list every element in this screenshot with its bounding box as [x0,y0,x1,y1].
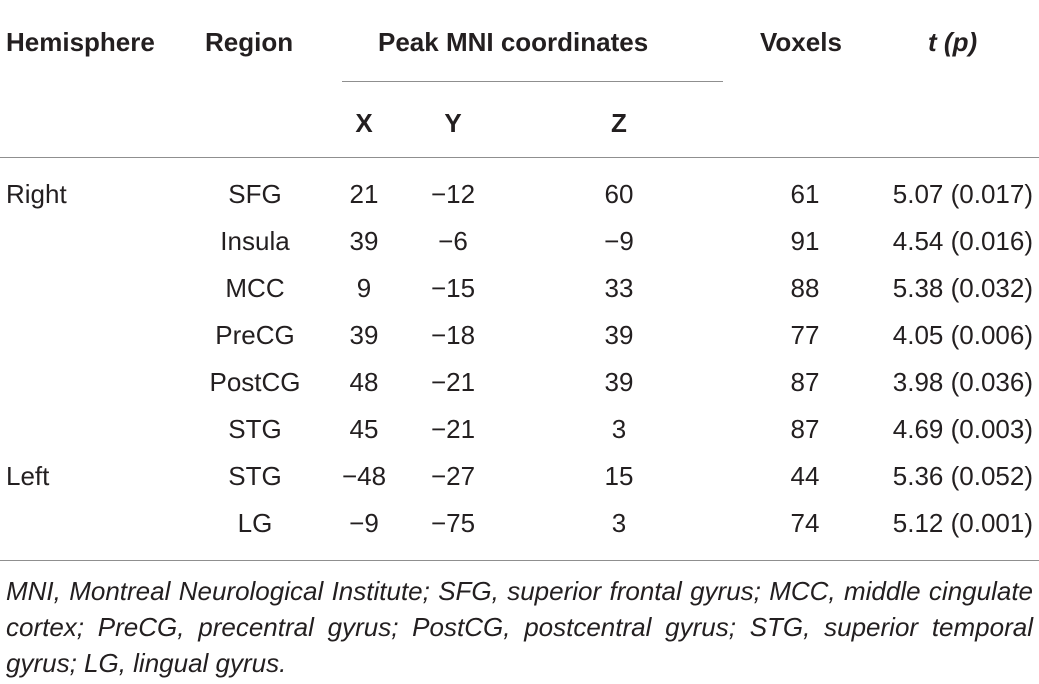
header-t: t [928,27,937,57]
cell-x: −48 [341,461,387,491]
cell-voxels: 61 [790,179,820,209]
cell-z: 33 [604,273,634,303]
cell-z: −9 [604,226,634,256]
cell-t-p: 3.98 (0.036) [892,367,1033,397]
table-row: STG 45 −21 3 87 4.69 (0.003) [0,414,1039,461]
cell-region: SFG [228,179,282,209]
table-row: PreCG 39 −18 39 77 4.05 (0.006) [0,320,1039,367]
cell-y: −27 [430,461,476,491]
header-peak-mni: Peak MNI coordinates [378,27,649,57]
cell-voxels: 74 [790,508,820,538]
header-voxels: Voxels [760,27,842,57]
cell-z: 15 [604,461,634,491]
cell-z: 39 [604,367,634,397]
cell-region: PostCG [209,367,301,397]
header-hemisphere: Hemisphere [6,27,155,57]
cell-t-p: 5.36 (0.052) [892,461,1033,491]
cell-x: 48 [349,367,379,397]
table-row: MCC 9 −15 33 88 5.38 (0.032) [0,273,1039,320]
cell-t-p: 5.12 (0.001) [892,508,1033,538]
cell-x: 45 [349,414,379,444]
cell-t-p: 4.54 (0.016) [892,226,1033,256]
cell-region: PreCG [215,320,295,350]
cell-x: 9 [356,273,372,303]
table-row: PostCG 48 −21 39 87 3.98 (0.036) [0,367,1039,414]
cell-hemisphere: Left [6,461,50,491]
cell-x: 21 [349,179,379,209]
cell-t-p: 4.05 (0.006) [892,320,1033,350]
table-row: Insula 39 −6 −9 91 4.54 (0.016) [0,226,1039,273]
cell-y: −18 [430,320,476,350]
header-y: Y [444,108,462,138]
header-p: p [952,27,969,57]
table-bottom-rule [0,560,1039,561]
header-t-p: t (p) [928,27,978,57]
cell-region: STG [228,461,282,491]
cell-voxels: 88 [790,273,820,303]
cell-y: −75 [430,508,476,538]
cell-voxels: 91 [790,226,820,256]
cell-x: 39 [349,320,379,350]
header-region: Region [205,27,294,57]
cell-voxels: 44 [790,461,820,491]
cell-t-p: 5.07 (0.017) [892,179,1033,209]
table-footnote: MNI, Montreal Neurological Institute; SF… [6,576,1033,678]
cell-voxels: 87 [790,367,820,397]
cell-x: 39 [349,226,379,256]
cell-voxels: 87 [790,414,820,444]
cell-region: STG [228,414,282,444]
cell-z: 3 [611,414,627,444]
cell-hemisphere: Right [6,179,67,209]
cell-region: Insula [220,226,290,256]
table-row: Left STG −48 −27 15 44 5.36 (0.052) [0,461,1039,508]
cell-y: −6 [438,226,468,256]
cell-y: −21 [430,367,476,397]
header-z: Z [611,108,627,138]
cell-region: LG [237,508,273,538]
cell-y: −21 [430,414,476,444]
coordinates-rule [342,81,723,82]
cell-voxels: 77 [790,320,820,350]
cell-region: MCC [225,273,285,303]
table-row: Right SFG 21 −12 60 61 5.07 (0.017) [0,179,1039,226]
cell-t-p: 5.38 (0.032) [892,273,1033,303]
cell-y: −12 [430,179,476,209]
cell-z: 60 [604,179,634,209]
table-row: LG −9 −75 3 74 5.12 (0.001) [0,508,1039,555]
cell-z: 39 [604,320,634,350]
header-bottom-rule [0,157,1039,158]
cell-z: 3 [611,508,627,538]
cell-x: −9 [349,508,379,538]
header-x: X [355,108,373,138]
cell-t-p: 4.69 (0.003) [892,414,1033,444]
cell-y: −15 [430,273,476,303]
